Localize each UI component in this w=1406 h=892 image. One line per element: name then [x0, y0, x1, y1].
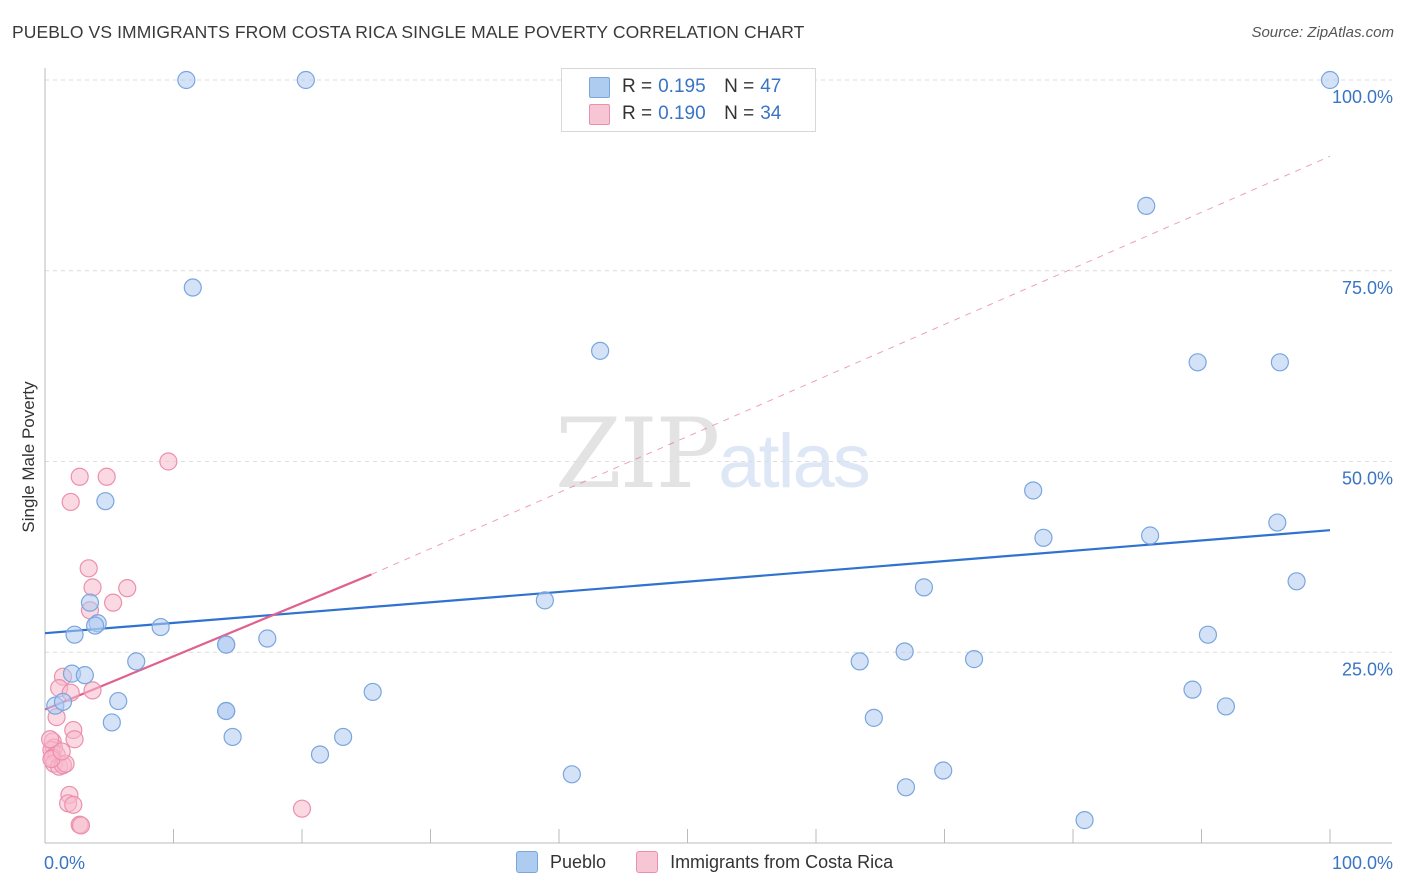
x-tick-label: 0.0%: [44, 853, 85, 873]
costa-rica-point: [104, 593, 123, 612]
legend-label-pueblo: Pueblo: [550, 851, 607, 872]
legend-item-pueblo[interactable]: Pueblo: [516, 851, 606, 873]
pueblo-point: [535, 591, 554, 610]
costa-rica-point: [292, 799, 312, 818]
legend-item-costa-rica[interactable]: Immigrants from Costa Rica: [636, 851, 893, 873]
costa-rica-point: [64, 795, 83, 814]
chart-title: PUEBLO VS IMMIGRANTS FROM COSTA RICA SIN…: [12, 22, 805, 42]
pueblo-point: [177, 70, 196, 90]
r-label: R =: [622, 103, 653, 124]
pueblo-point: [217, 701, 236, 721]
pueblo-point: [1137, 196, 1156, 215]
pueblo-swatch: [589, 76, 610, 98]
costa-rica-swatch: [589, 103, 610, 125]
stats-row-costa-rica: R = 0.190 N = 34: [589, 101, 781, 127]
watermark-zip: ZIP: [555, 398, 720, 510]
pueblo-point: [864, 708, 883, 727]
n-value: 47: [760, 76, 782, 97]
pueblo-point: [914, 578, 934, 597]
pueblo-point: [183, 278, 202, 297]
costa-rica-point: [79, 559, 98, 578]
pueblo-point: [896, 778, 916, 797]
x-tick-label: 100.0%: [1332, 853, 1393, 873]
costa-rica-point: [41, 730, 60, 749]
pueblo-point: [334, 727, 353, 747]
pueblo-point: [1034, 528, 1053, 547]
y-tick-label: 25.0%: [1342, 659, 1393, 679]
pueblo-point: [1075, 811, 1094, 830]
stats-row-pueblo: R = 0.195 N = 47: [589, 74, 781, 100]
axes: [44, 68, 1392, 844]
costa-rica-point: [52, 742, 71, 761]
n-label: N =: [724, 76, 755, 97]
source-label: Source: ZipAtlas.com: [1251, 24, 1394, 41]
pueblo-point: [1268, 513, 1287, 532]
pueblo-point: [1183, 680, 1202, 699]
costa-rica-point: [118, 579, 137, 598]
costa-rica-trend-extension: [371, 155, 1331, 575]
r-value: 0.190: [658, 103, 706, 124]
pueblo-point: [109, 691, 128, 711]
costa-rica-point: [97, 467, 116, 486]
pueblo-swatch: [516, 851, 538, 873]
pueblo-point: [223, 727, 242, 747]
n-value: 34: [760, 103, 782, 124]
y-axis-title: Single Male Poverty: [19, 381, 38, 533]
costa-rica-swatch: [636, 851, 659, 873]
costa-rica-point: [71, 816, 91, 835]
y-tick-label: 50.0%: [1342, 469, 1393, 489]
pueblo-point: [850, 652, 869, 671]
axis-labels: 25.0% 50.0% 75.0% 100.0% 0.0% 100.0% Single Ma…: [19, 87, 1393, 873]
pueblo-point: [127, 652, 146, 671]
pueblo-point: [591, 341, 610, 360]
legend-label-costa-rica: Immigrants from Costa Rica: [670, 851, 894, 872]
r-label: R =: [622, 76, 653, 97]
pueblo-point: [1198, 625, 1218, 644]
costa-rica-point: [61, 492, 80, 512]
pueblo-point: [310, 745, 330, 764]
costa-rica-point: [83, 681, 102, 700]
pueblo-point: [1216, 697, 1236, 716]
pueblo-point: [1320, 70, 1340, 90]
trend-lines: [44, 155, 1331, 711]
costa-rica-point: [159, 452, 178, 471]
pueblo-point: [895, 642, 914, 661]
costa-rica-point: [70, 467, 89, 486]
pueblo-point: [65, 625, 84, 644]
pueblo-point: [258, 629, 277, 648]
pueblo-point: [296, 70, 315, 90]
y-tick-label: 75.0%: [1342, 278, 1393, 298]
n-label: N =: [724, 103, 755, 124]
pueblo-point: [934, 761, 953, 780]
pueblo-point: [102, 713, 121, 732]
r-value: 0.195: [658, 76, 706, 97]
pueblo-point: [964, 650, 984, 669]
pueblo-point: [53, 692, 73, 711]
pueblo-point: [217, 635, 236, 654]
pueblo-point: [1140, 526, 1160, 545]
pueblo-trend-line: [44, 529, 1331, 635]
stats-legend: R = 0.195 N = 47 R = 0.190 N = 34: [561, 68, 816, 132]
pueblo-point: [75, 666, 94, 685]
pueblo-point: [151, 617, 170, 637]
costa-rica-point: [83, 578, 102, 597]
pueblo-point: [1287, 572, 1306, 591]
series-legend: Pueblo Immigrants from Costa Rica: [516, 851, 923, 873]
data-points: [41, 70, 1340, 835]
pueblo-point: [86, 616, 105, 635]
pueblo-point: [562, 765, 581, 784]
y-tick-label: 100.0%: [1332, 87, 1393, 107]
pueblo-point: [96, 492, 115, 511]
pueblo-point: [1270, 353, 1289, 372]
pueblo-point: [363, 682, 382, 702]
costa-rica-point: [65, 730, 84, 749]
pueblo-point: [1024, 481, 1043, 500]
pueblo-point: [1188, 353, 1207, 372]
pueblo-point: [80, 593, 100, 612]
